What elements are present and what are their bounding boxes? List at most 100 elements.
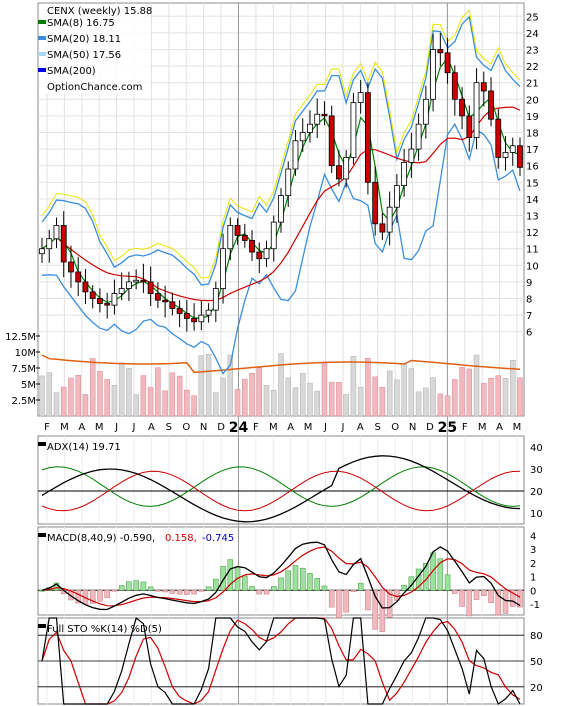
candle-body <box>198 314 205 323</box>
volume-bar <box>336 381 342 417</box>
volume-bar <box>118 362 125 417</box>
macd-histogram-bar <box>343 590 349 613</box>
price-tick-label: 24 <box>526 29 539 40</box>
macd-legend: MACD(8,40,9) -0.590, 0.158, -0.745 <box>38 533 234 544</box>
candle-body <box>401 161 408 187</box>
volume-average-line <box>41 354 521 374</box>
candle-body <box>147 281 154 294</box>
macd-panel-frame <box>37 526 525 616</box>
price-tick-label: 20 <box>526 95 539 106</box>
macd-line <box>41 541 521 611</box>
macd-histogram-bar <box>459 590 465 607</box>
macd-histogram-bar <box>191 590 197 595</box>
macd-histogram-bar <box>242 575 248 591</box>
sto-label: Full STO %K(14) %D(5) <box>47 624 162 635</box>
x-tick-label: A <box>496 422 503 433</box>
candle-body <box>473 82 480 138</box>
candle-body <box>480 82 487 92</box>
x-tick-label: J <box>132 422 136 433</box>
sto-tick-label: 20 <box>530 683 543 694</box>
price-tick-label: 22 <box>526 62 539 73</box>
macd-histogram-bar <box>357 582 364 591</box>
x-tick-label: N <box>200 422 207 433</box>
volume-bar <box>423 387 429 417</box>
macd-tick-label: -1 <box>530 600 540 611</box>
macd-histogram-bar <box>155 590 161 592</box>
adx-line <box>41 455 521 523</box>
candle-body <box>82 281 89 293</box>
volume-bar <box>68 377 74 417</box>
macd-histogram-bar <box>271 586 277 591</box>
volume-bar <box>372 376 378 417</box>
source-label: OptionChance.com <box>47 82 142 93</box>
candle-body <box>97 298 103 304</box>
candle-body <box>299 132 306 142</box>
volume-tick-label: 10M <box>15 348 36 359</box>
volume-axis: 12.5M 10M 7.5M 5M 2.5M <box>5 332 40 407</box>
adx-tick-label: 30 <box>530 465 543 476</box>
sto-swatch <box>38 624 46 628</box>
macd-histogram-bar <box>162 590 168 593</box>
candle-body <box>408 148 415 163</box>
macd-histogram-bar <box>379 590 386 633</box>
candle-body <box>488 90 494 120</box>
candle-body <box>75 271 82 283</box>
price-legend: CENX (weekly) 15.88 SMA(8) 16.75 SMA(20)… <box>38 4 152 94</box>
price-tick-label: 14 <box>526 195 539 206</box>
minus-di-line <box>41 470 521 512</box>
candle-body <box>285 168 292 196</box>
candle-body <box>118 288 125 294</box>
sma50-line <box>41 9 521 279</box>
macd-histogram-bar <box>350 590 357 592</box>
x-tick-label: F <box>462 422 468 433</box>
macd-histogram-bar <box>176 590 183 595</box>
volume-bar <box>430 377 436 417</box>
macd-histogram-bar <box>126 581 132 591</box>
macd-histogram-bar <box>336 590 342 619</box>
adx-tick-label: 10 <box>530 509 543 520</box>
candle-body <box>278 195 284 223</box>
volume-bar <box>379 387 386 417</box>
macd-tick-label: 1 <box>530 573 536 584</box>
candle-body <box>336 165 342 180</box>
macd-histogram-bar <box>118 585 125 591</box>
volume-bar <box>169 372 176 417</box>
macd-histogram-bar <box>502 590 509 614</box>
candle-body <box>386 206 393 233</box>
candle-body <box>509 145 516 153</box>
volume-bar <box>234 389 241 417</box>
candle-body <box>379 223 386 233</box>
x-tick-label: 24 <box>229 420 249 436</box>
volume-bar <box>176 375 183 417</box>
x-tick-label: O <box>391 422 399 433</box>
sto-d-line <box>41 617 521 705</box>
legend-background <box>40 4 150 94</box>
volume-bar <box>328 381 335 417</box>
candle-body <box>53 225 60 240</box>
x-tick-label: O <box>182 422 190 433</box>
candle-body <box>365 92 371 183</box>
macd-tick-label: 4 <box>530 531 536 542</box>
candle-body <box>444 52 451 74</box>
legend-swatch-sma200 <box>38 68 46 72</box>
candle-body <box>162 299 169 303</box>
volume-bar <box>242 378 248 417</box>
candle-body <box>502 152 509 158</box>
volume-bar <box>89 358 96 417</box>
lower-band-line <box>41 122 521 375</box>
candle-body <box>60 225 67 263</box>
x-tick-label: N <box>409 422 416 433</box>
price-tick-label: 18 <box>526 128 539 139</box>
price-tick-label: 6 <box>526 328 532 339</box>
legend-swatch-sma20 <box>38 36 46 40</box>
candle-body <box>249 240 255 253</box>
candle-body <box>328 115 335 167</box>
candle-body <box>176 308 183 314</box>
candle-body <box>517 145 523 168</box>
price-tick-label: 13 <box>526 212 539 223</box>
candle-body <box>321 113 328 117</box>
macd-histogram-bar <box>307 573 313 591</box>
volume-bar <box>343 394 349 417</box>
macd-histogram-bar <box>437 558 444 591</box>
volume-bar <box>299 373 306 417</box>
